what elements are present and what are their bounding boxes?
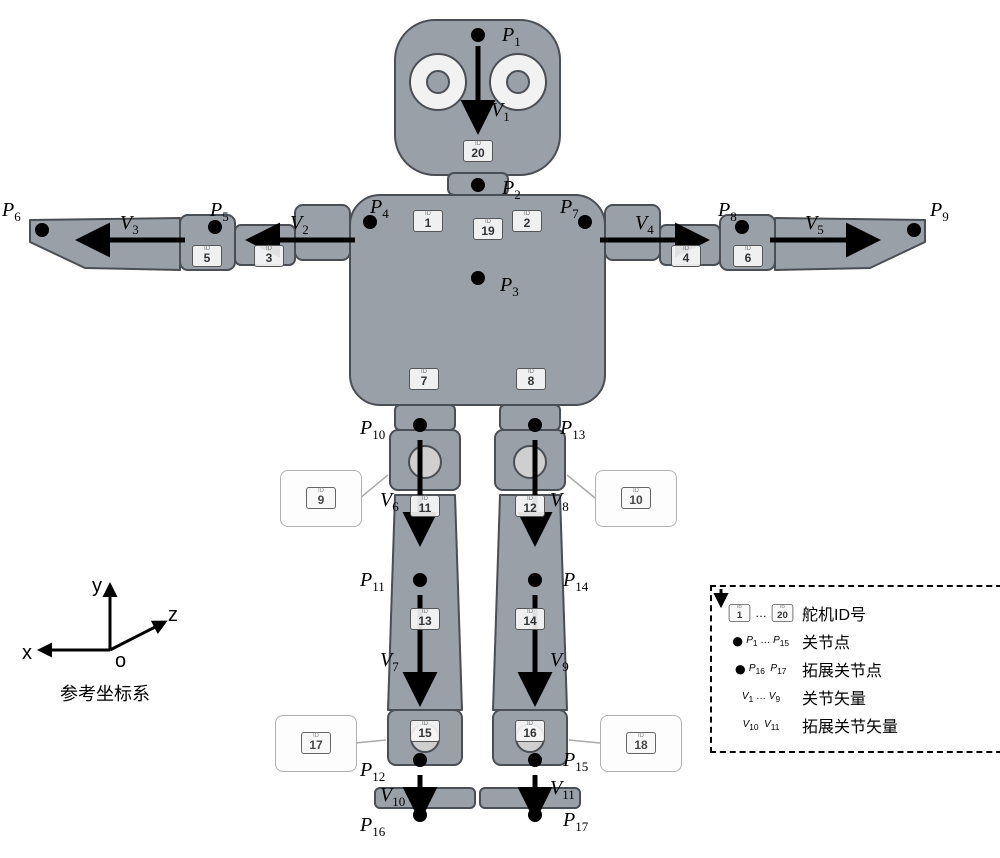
- vector-label: V11: [550, 778, 575, 801]
- servo-id-box: ID14: [515, 608, 545, 630]
- callout-box: ID10: [595, 470, 677, 527]
- servo-id-box: ID9: [306, 487, 336, 509]
- legend-icon: ●P16 P17: [726, 656, 796, 682]
- joint-label: P4: [370, 197, 389, 220]
- axis-caption: 参考坐标系: [60, 680, 150, 706]
- joint-label: P7: [560, 197, 579, 220]
- joint-label: P17: [563, 810, 588, 833]
- vector-label: V5: [805, 213, 824, 236]
- legend-row: ●P1 … P15关节点: [726, 629, 996, 653]
- vector-label: V2: [290, 213, 309, 236]
- vector-label: V4: [635, 213, 654, 236]
- servo-id-box: ID16: [515, 720, 545, 742]
- servo-id-box: ID15: [410, 720, 440, 742]
- servo-id-box: ID12: [515, 495, 545, 517]
- vector-label: V1: [491, 100, 510, 123]
- legend-text: 拓展关节点: [802, 657, 882, 681]
- legend-icon: ID1…ID20: [726, 602, 796, 624]
- servo-id-box: ID3: [254, 245, 284, 267]
- joint-label: P9: [930, 200, 949, 223]
- legend-text: 拓展关节矢量: [802, 713, 898, 737]
- callout-box: ID18: [600, 715, 682, 772]
- servo-id-box: ID17: [301, 732, 331, 754]
- callout-box: ID17: [275, 715, 357, 772]
- joint-label: P5: [210, 200, 229, 223]
- vector-label: V10: [380, 785, 405, 808]
- axis-label: y: [92, 575, 102, 598]
- servo-id-box: ID6: [733, 245, 763, 267]
- joint-label: P12: [360, 760, 385, 783]
- legend-row: ●P16 P17拓展关节点: [726, 657, 996, 681]
- legend-row: ID1…ID20 舵机ID号: [726, 601, 996, 625]
- joint-label: P3: [500, 275, 519, 298]
- axis-label: x: [22, 642, 32, 665]
- joint-label: P10: [360, 418, 385, 441]
- servo-id-box: ID20: [463, 140, 493, 162]
- servo-id-box: ID11: [410, 495, 440, 517]
- vector-label: V9: [550, 650, 569, 673]
- joint-label: P14: [563, 570, 588, 593]
- servo-id-box: ID2: [512, 210, 542, 232]
- joint-label: P8: [718, 200, 737, 223]
- joint-label: P6: [2, 200, 21, 223]
- vector-label: V6: [380, 490, 399, 513]
- axis-label: o: [115, 650, 126, 673]
- joint-label: P16: [360, 815, 385, 838]
- joint-label: P13: [560, 418, 585, 441]
- legend-icon: ●P1 … P15: [726, 628, 796, 654]
- legend-icon: V10 V11: [726, 719, 796, 732]
- joint-label: P11: [360, 570, 385, 593]
- servo-id-box: ID13: [410, 608, 440, 630]
- servo-id-box: ID18: [626, 732, 656, 754]
- legend-icon: V1 … V9: [726, 691, 796, 704]
- joint-label: P1: [502, 25, 521, 48]
- vector-label: V7: [380, 650, 399, 673]
- servo-id-box: ID4: [671, 245, 701, 267]
- servo-id-box: ID1: [413, 210, 443, 232]
- legend-box: ID1…ID20舵机ID号●P1 … P15关节点●P16 P17拓展关节点V1…: [710, 585, 1000, 753]
- legend-text: 关节点: [802, 629, 850, 653]
- servo-id-box: ID5: [192, 245, 222, 267]
- legend-text: 关节矢量: [802, 685, 866, 709]
- callout-box: ID9: [280, 470, 362, 527]
- vector-label: V8: [550, 490, 569, 513]
- servo-id-box: ID7: [409, 368, 439, 390]
- servo-id-box: ID19: [473, 218, 503, 240]
- servo-id-box: ID10: [621, 487, 651, 509]
- diagram-canvas: ID9ID10ID17ID18 yxzo参考坐标系 ID1…ID20舵机ID号●…: [0, 0, 1000, 858]
- axis-label: z: [168, 604, 178, 627]
- legend-row: V10 V11 拓展关节矢量: [726, 713, 996, 737]
- joint-label: P2: [502, 178, 521, 201]
- legend-text: 舵机ID号: [802, 601, 866, 625]
- servo-id-box: ID8: [516, 368, 546, 390]
- joint-label: P15: [563, 750, 588, 773]
- vector-label: V3: [120, 213, 139, 236]
- legend-row: V1 … V9 关节矢量: [726, 685, 996, 709]
